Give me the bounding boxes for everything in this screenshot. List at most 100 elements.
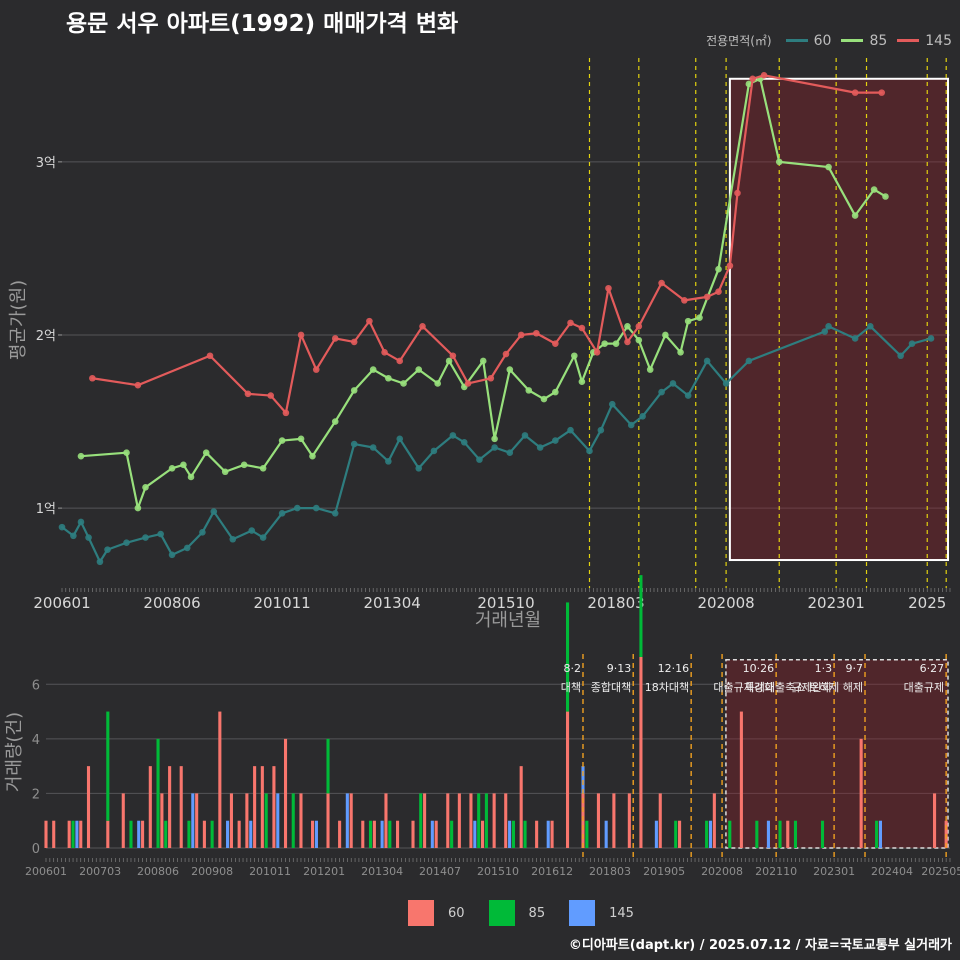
bar-60-15 — [229, 793, 233, 848]
bottom-legend: 60 85 145 — [408, 900, 658, 926]
bar-x-tick-label-15: 202404 — [871, 865, 913, 878]
y-axis-title: 평균가(원) — [8, 280, 29, 360]
data-point-145-7 — [312, 366, 320, 373]
data-point-85-17 — [385, 374, 392, 382]
data-point-60-14 — [248, 527, 256, 534]
data-point-85-42 — [745, 80, 753, 88]
bar-145-16 — [708, 820, 713, 848]
policy-label-line2-6: 특례대출축소 토허제 해제 — [745, 680, 863, 694]
x-tick-label-2: 201011 — [253, 594, 310, 612]
data-point-60-26 — [449, 432, 457, 439]
bar-85-23 — [728, 820, 732, 848]
bar-145-10 — [473, 820, 477, 848]
bar-60-13 — [202, 820, 206, 848]
data-point-60-37 — [608, 400, 616, 408]
data-point-145-3 — [244, 390, 252, 398]
legend-label-85: 85 — [869, 32, 888, 49]
bar-60-7 — [141, 820, 145, 848]
data-point-60-22 — [385, 458, 392, 465]
data-point-145-17 — [502, 350, 510, 358]
bar-legend-swatch-60 — [408, 900, 434, 926]
data-point-85-1 — [123, 449, 130, 457]
bar-60-18 — [253, 766, 257, 848]
data-point-145-31 — [726, 262, 734, 270]
bar-85-26 — [793, 820, 798, 848]
data-point-60-4 — [96, 558, 104, 566]
bar-60-28 — [372, 820, 376, 848]
x-tick-label-7: 202301 — [808, 594, 865, 612]
bar-legend-swatch-85 — [488, 900, 515, 926]
data-point-145-22 — [578, 324, 586, 332]
data-point-60-16 — [278, 509, 286, 517]
x-axis-title: 거래년월 — [475, 610, 541, 631]
data-point-145-8 — [331, 335, 339, 342]
bar-60-22 — [299, 793, 303, 848]
bar-60-9 — [160, 793, 164, 848]
data-point-85-8 — [221, 468, 229, 476]
x-tick-label-8: 2025 — [908, 594, 946, 612]
data-point-60-30 — [506, 449, 514, 457]
bar-y-axis-title: 거래량(건) — [4, 712, 25, 792]
x-tick-label-4: 201510 — [477, 594, 534, 612]
bar-x-tick-label-12: 202008 — [701, 865, 743, 878]
bar-85-25 — [778, 820, 782, 848]
data-point-85-12 — [297, 435, 305, 443]
bar-60-5 — [106, 820, 110, 848]
bar-x-tick-label-6: 201304 — [361, 865, 403, 878]
bar-legend-label-85: 85 — [528, 905, 546, 921]
bar-60-14 — [218, 711, 222, 848]
data-point-145-34 — [760, 72, 768, 79]
data-point-145-25 — [624, 338, 631, 346]
data-point-85-37 — [662, 331, 669, 339]
bar-x-tick-label-11: 201905 — [643, 865, 685, 878]
data-point-60-7 — [142, 534, 149, 541]
policy-label-line1-5: 1·3 — [815, 662, 833, 675]
bar-85-19 — [585, 820, 589, 848]
bar-85-13 — [450, 820, 454, 848]
bar-60-27 — [361, 820, 365, 848]
data-point-145-20 — [552, 340, 559, 347]
data-point-60-17 — [293, 504, 301, 512]
data-point-60-5 — [104, 546, 111, 553]
x-tick-label-1: 200806 — [143, 594, 200, 612]
bar-60-3 — [79, 820, 83, 848]
bar-x-tick-label-3: 200908 — [191, 865, 233, 878]
bar-85-2 — [129, 820, 133, 848]
data-point-60-31 — [521, 432, 529, 439]
data-point-60-38 — [627, 421, 635, 429]
bar-60-51 — [712, 793, 716, 848]
bar-145-2 — [191, 793, 195, 848]
data-point-145-13 — [419, 323, 426, 330]
bar-x-tick-label-8: 201510 — [477, 865, 519, 878]
bar-60-20 — [272, 766, 276, 848]
data-point-60-24 — [415, 464, 423, 472]
bar-60-19 — [260, 766, 264, 848]
data-point-85-9 — [240, 461, 248, 469]
policy-label-line2-0: 대책 — [561, 681, 581, 694]
data-point-60-40 — [658, 388, 665, 396]
policy-label-line2-2: 18차대책 — [645, 681, 689, 694]
data-point-60-29 — [491, 444, 498, 451]
legend-line-60 — [785, 39, 808, 42]
data-point-85-0 — [77, 452, 85, 460]
data-point-145-2 — [206, 352, 214, 360]
data-point-85-10 — [259, 464, 267, 472]
bar-145-11 — [508, 820, 512, 848]
data-point-60-21 — [369, 444, 377, 451]
bar-85-20 — [639, 575, 643, 657]
bar-x-tick-label-1: 200703 — [79, 865, 121, 878]
x-tick-label-0: 200601 — [33, 594, 90, 612]
data-point-60-18 — [312, 504, 320, 512]
data-point-145-9 — [350, 338, 358, 346]
data-point-85-29 — [571, 352, 578, 360]
legend-line-85 — [841, 39, 864, 42]
data-point-60-13 — [229, 535, 237, 543]
bar-60-40 — [519, 766, 523, 848]
bar-60-1 — [52, 820, 56, 848]
bar-60-34 — [446, 793, 450, 848]
data-point-60-33 — [552, 437, 559, 444]
data-point-60-19 — [331, 509, 339, 517]
legend-item-60: 60 — [785, 33, 831, 49]
bar-60-2 — [67, 820, 71, 848]
bar-85-6 — [210, 820, 214, 848]
